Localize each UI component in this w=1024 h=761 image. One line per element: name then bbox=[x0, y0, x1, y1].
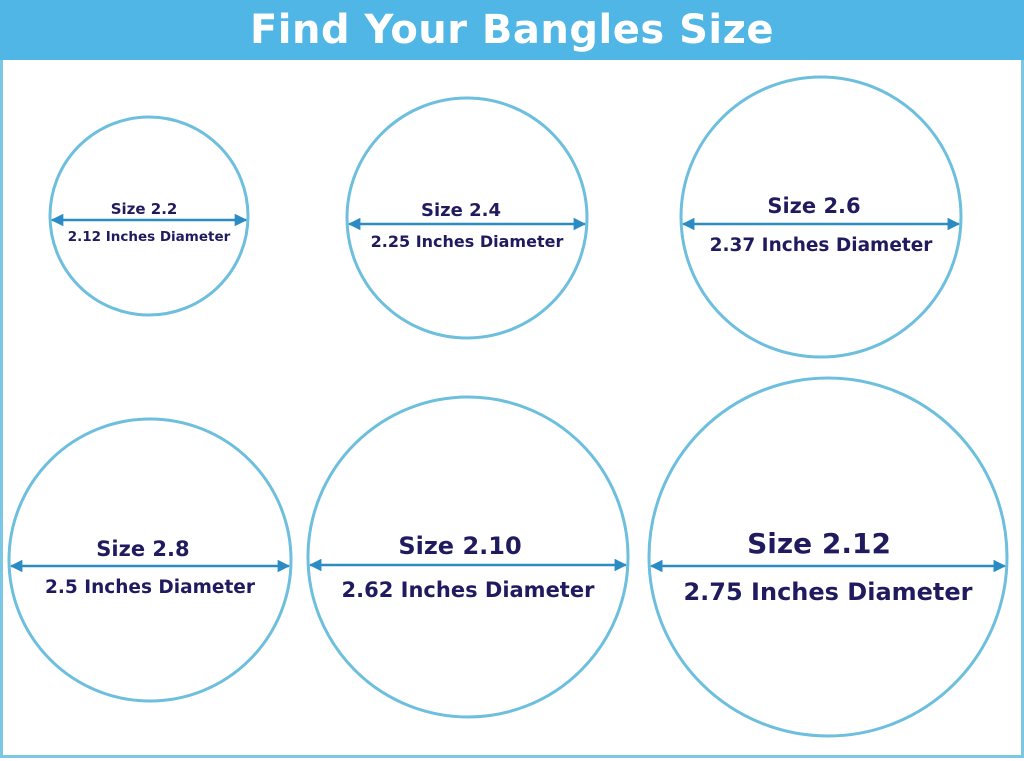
page-title: Find Your Bangles Size bbox=[249, 7, 775, 53]
size-label: Size 2.12 bbox=[747, 527, 891, 560]
bangle-size-6: Size 2.12 2.75 Inches Diameter bbox=[647, 376, 1009, 738]
diameter-label: 2.12 Inches Diameter bbox=[68, 229, 231, 245]
header-banner: Find Your Bangles Size bbox=[0, 0, 1024, 60]
bangle-size-2: Size 2.4 2.25 Inches Diameter bbox=[345, 96, 589, 340]
diameter-label: 2.75 Inches Diameter bbox=[683, 578, 972, 606]
size-label: Size 2.2 bbox=[111, 200, 178, 218]
diameter-label: 2.5 Inches Diameter bbox=[45, 577, 256, 598]
bangle-size-3: Size 2.6 2.37 Inches Diameter bbox=[679, 75, 963, 359]
bangle-circle bbox=[7, 417, 293, 703]
diameter-label: 2.25 Inches Diameter bbox=[371, 232, 564, 251]
bangle-circle bbox=[306, 395, 630, 719]
bangle-size-5: Size 2.10 2.62 Inches Diameter bbox=[306, 395, 630, 719]
size-label: Size 2.8 bbox=[96, 537, 189, 561]
bangle-size-4: Size 2.8 2.5 Inches Diameter bbox=[7, 417, 293, 703]
size-label: Size 2.4 bbox=[421, 200, 501, 221]
size-label: Size 2.10 bbox=[398, 532, 521, 560]
bangle-circle bbox=[48, 115, 250, 317]
bangle-circle bbox=[345, 96, 589, 340]
diameter-label: 2.37 Inches Diameter bbox=[710, 235, 934, 256]
bangle-circle bbox=[679, 75, 963, 359]
bangle-size-1: Size 2.2 2.12 Inches Diameter bbox=[48, 115, 250, 317]
diameter-label: 2.62 Inches Diameter bbox=[342, 578, 596, 602]
bangle-circle bbox=[647, 376, 1009, 738]
size-label: Size 2.6 bbox=[767, 194, 860, 218]
